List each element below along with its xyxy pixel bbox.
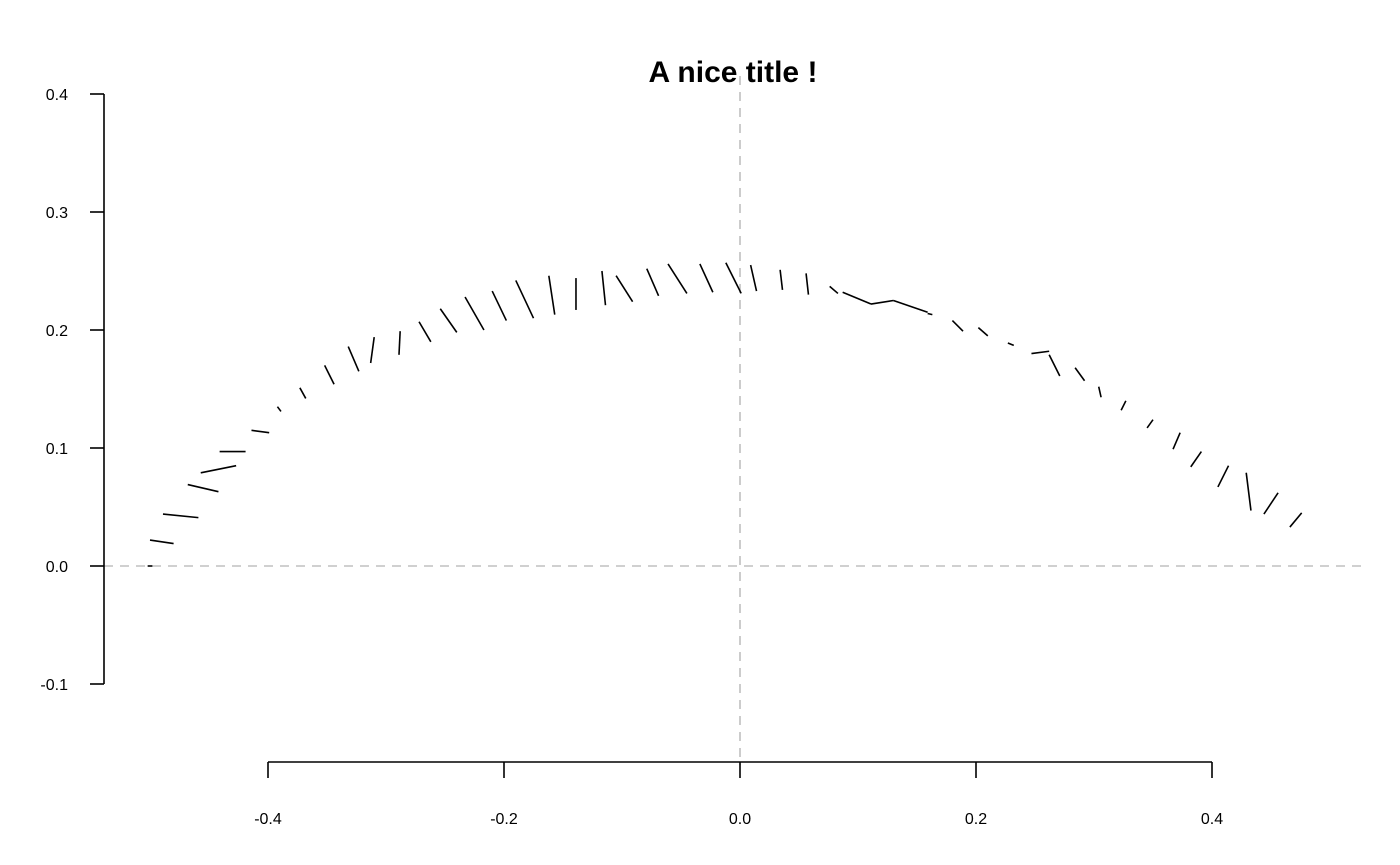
- data-segment: [200, 464, 237, 474]
- data-segment: [842, 291, 872, 305]
- data-segment: [491, 290, 508, 321]
- data-segment: [699, 263, 714, 293]
- data-segment: [893, 299, 928, 314]
- y-tick-label: -0.1: [40, 677, 68, 694]
- x-tick-label: -0.2: [490, 811, 518, 828]
- data-segment: [347, 346, 360, 372]
- data-segment: [464, 296, 485, 331]
- y-tick-label: 0.0: [46, 559, 68, 576]
- x-tick-label: 0.0: [729, 811, 751, 828]
- data-segment: [779, 269, 784, 290]
- data-segment: [515, 280, 535, 319]
- data-segment: [615, 275, 634, 303]
- data-segment: [1146, 419, 1154, 429]
- data-segment: [1007, 342, 1015, 347]
- data-segment: [646, 268, 660, 297]
- data-segment: [149, 539, 174, 545]
- data-segment: [977, 327, 989, 337]
- data-segment: [251, 429, 270, 434]
- data-segment: [1263, 492, 1279, 515]
- data-segment: [805, 273, 810, 295]
- data-segment: [398, 331, 401, 355]
- data-segment: [1097, 386, 1102, 398]
- data-segment: [439, 308, 458, 333]
- data-segment: [1172, 432, 1181, 450]
- data-segment: [1031, 350, 1050, 355]
- segment-layer: [147, 262, 1303, 567]
- y-axis: -0.1 0.0 0.1 0.2 0.3 0.4: [40, 87, 105, 694]
- data-segment: [829, 285, 839, 295]
- data-segment: [1217, 465, 1230, 488]
- x-tick-label: -0.4: [254, 811, 282, 828]
- data-segment: [323, 365, 335, 385]
- data-segment: [548, 275, 556, 315]
- data-segment: [369, 336, 375, 364]
- data-segment: [418, 321, 432, 343]
- data-segment: [299, 387, 307, 399]
- data-segment: [1190, 451, 1203, 468]
- data-segment: [276, 406, 282, 412]
- x-tick-label: 0.2: [965, 811, 987, 828]
- data-segment: [870, 299, 894, 305]
- data-segment: [601, 270, 607, 306]
- data-segment: [749, 264, 758, 292]
- data-segment: [1120, 400, 1127, 411]
- y-tick-label: 0.1: [46, 441, 68, 458]
- data-segment: [1289, 512, 1303, 528]
- data-segment: [1048, 354, 1061, 377]
- data-segment: [667, 263, 688, 294]
- y-tick-label: 0.2: [46, 323, 68, 340]
- data-segment: [1074, 367, 1086, 382]
- data-segment: [927, 312, 933, 316]
- data-segment: [187, 483, 219, 493]
- x-axis: -0.4 -0.2 0.0 0.2 0.4: [254, 761, 1223, 828]
- x-tick-label: 0.4: [1201, 811, 1223, 828]
- data-segment: [951, 319, 964, 332]
- y-tick-label: 0.3: [46, 205, 68, 222]
- y-tick-label: 0.4: [46, 87, 68, 104]
- data-segment: [162, 513, 199, 519]
- data-segment: [725, 262, 742, 294]
- chart-title: A nice title !: [649, 56, 818, 89]
- data-segment: [1245, 472, 1252, 511]
